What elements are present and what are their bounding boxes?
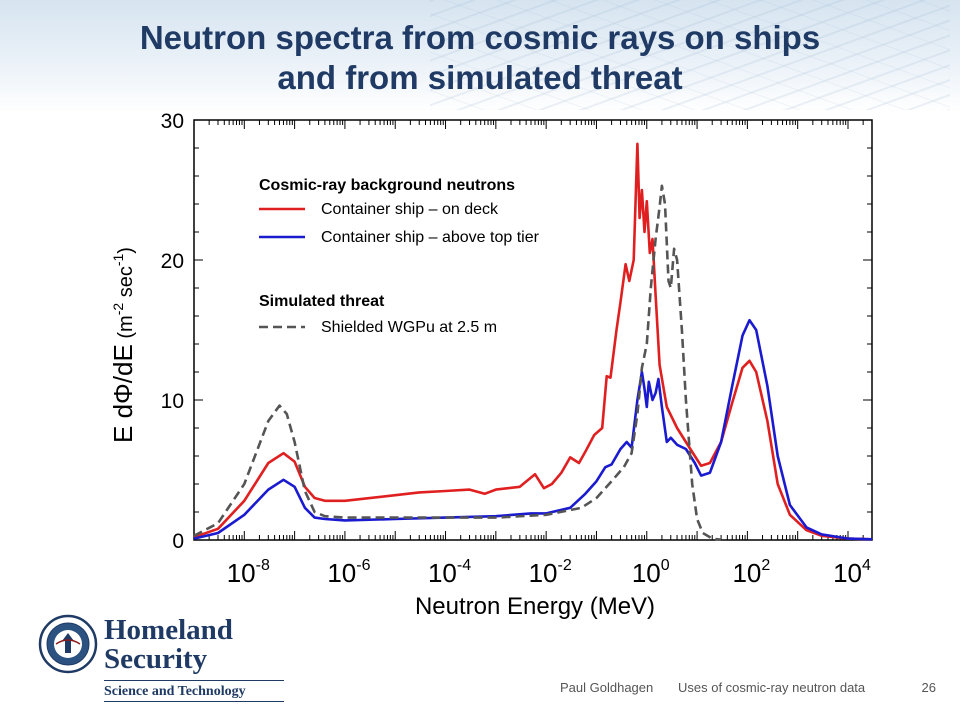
footer-author: Paul Goldhagen xyxy=(560,680,654,695)
axis-labels: Neutron Energy (MeV) E dΦ/dE (m-2 sec-1) xyxy=(108,247,655,620)
header-band xyxy=(0,0,960,112)
slide-title-line2: and from simulated threat xyxy=(277,59,683,96)
x-tick-label: 100 xyxy=(632,557,670,588)
logo-divider-bottom xyxy=(104,701,284,702)
legend-label-2: Container ship – above top tier xyxy=(321,229,540,246)
x-tick-label: 102 xyxy=(732,557,770,588)
y-tick-label: 20 xyxy=(161,250,184,273)
logo-divider xyxy=(104,680,284,681)
axis-ticks xyxy=(193,119,873,541)
slide-title-line1: Neutron spectra from cosmic rays on ship… xyxy=(139,19,821,56)
legend-label-3: Shielded WGPu at 2.5 m xyxy=(321,319,497,336)
binary-background-pattern xyxy=(430,0,950,110)
slide-title: Neutron spectra from cosmic rays on ship… xyxy=(0,18,960,98)
y-tick-label: 0 xyxy=(172,530,184,553)
series-line-2 xyxy=(193,318,873,541)
series-lines xyxy=(193,142,873,541)
x-tick-label: 104 xyxy=(833,557,871,588)
y-tick-label: 30 xyxy=(161,110,184,133)
y-tick-label: 10 xyxy=(161,390,184,413)
x-tick-label: 10-2 xyxy=(529,557,572,588)
agency-name-line2: Security xyxy=(104,643,208,675)
legend-group-title-background: Cosmic-ray background neutrons xyxy=(259,177,515,194)
series-line-1 xyxy=(193,142,873,541)
legend: Cosmic-ray background neutrons Simulated … xyxy=(259,177,540,336)
dhs-logo: Homeland Security Science and Technology xyxy=(38,612,288,704)
legend-label-1: Container ship – on deck xyxy=(321,201,499,218)
plot-border xyxy=(193,119,873,541)
plot-frame xyxy=(193,119,873,541)
series-line-3 xyxy=(193,184,722,541)
agency-name: Homeland Security xyxy=(104,616,233,674)
agency-subtitle: Science and Technology xyxy=(104,684,246,699)
y-axis-label: E dΦ/dE (m-2 sec-1) xyxy=(108,247,138,443)
footer-talk-title: Uses of cosmic-ray neutron data xyxy=(678,680,866,695)
dhs-seal-icon xyxy=(38,614,98,674)
x-tick-label: 10-6 xyxy=(327,557,370,588)
agency-name-line1: Homeland xyxy=(104,614,233,646)
neutron-spectrum-chart: 0 10 20 30 10-8 10-6 10-4 10-2 100 102 104 Cosmic-… xyxy=(108,110,873,620)
tick-labels: 0 10 20 30 10-8 10-6 10-4 10-2 100 102 104 xyxy=(161,110,871,588)
x-tick-label: 10-4 xyxy=(428,557,471,588)
x-tick-label: 10-8 xyxy=(227,557,270,588)
page-number: 26 xyxy=(921,680,936,695)
legend-group-title-threat: Simulated threat xyxy=(259,293,385,310)
x-axis-label: Neutron Energy (MeV) xyxy=(415,593,655,620)
